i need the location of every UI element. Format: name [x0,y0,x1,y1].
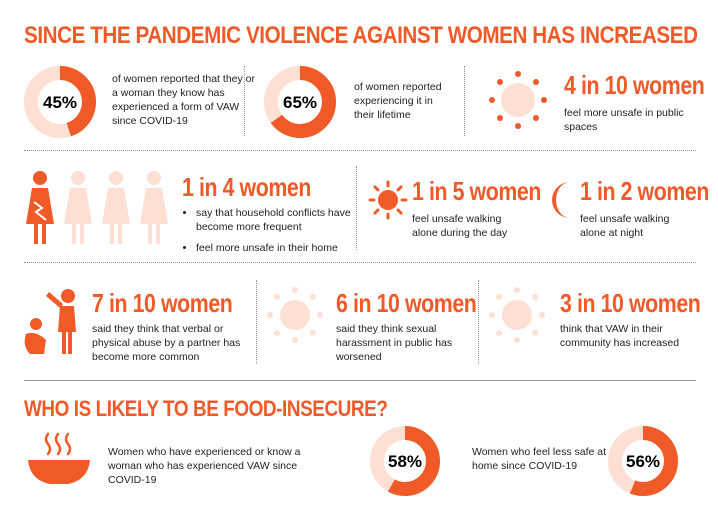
donut-56-label: 56% [626,452,660,471]
stat9-headline: 3 in 10 women [560,288,701,318]
bowl-icon [28,432,90,484]
page-title: SINCE THE PANDEMIC VIOLENCE AGAINST WOME… [24,22,698,49]
stat7-headline: 7 in 10 women [92,288,233,318]
divider [24,150,696,151]
donut-65-label: 65% [283,93,317,112]
divider [256,280,257,364]
bullet-item: feel more unsafe in their home [196,241,356,255]
divider [24,262,696,263]
stat6-headline: 1 in 2 women [580,176,709,206]
stat4-headline: 1 in 4 women [182,172,311,202]
food-title: WHO IS LIKELY TO BE FOOD-INSECURE? [24,396,388,421]
stat1-text: of women reported that they or a woman t… [112,73,255,127]
stat5-text: feel unsafe walking alone during the day [412,213,508,239]
divider [356,166,357,250]
stat3-headline: 4 in 10 women [564,70,705,100]
stat7-text: said they think that verbal or physical … [92,323,241,363]
food2-text: Women who feel less safe at home since C… [472,446,607,472]
bullet-item: say that household conflicts have become… [196,206,356,234]
stat8-headline: 6 in 10 women [336,288,477,318]
donut-58: 58% [370,426,440,496]
donut-45-label: 45% [43,93,77,112]
stat4-bullets: say that household conflicts have become… [184,206,356,262]
moon-icon [552,182,570,218]
donut-56: 56% [608,426,678,496]
stat8-text: said they think sexual harassment in pub… [336,323,453,363]
sun-light-icon [489,287,545,343]
sun-icon [368,180,408,220]
divider [478,280,479,364]
abuse-figures-icon [24,289,76,354]
divider [24,380,696,381]
stat6-text: feel unsafe walking alone at night [580,213,670,239]
women-figures-icon [26,171,168,244]
donut-45: 45% [24,66,96,138]
stat9-text: think that VAW in their community has in… [560,323,680,349]
sun-light-icon [489,71,547,129]
stat5-headline: 1 in 5 women [412,176,541,206]
donut-58-label: 58% [388,452,422,471]
divider [244,66,245,136]
donut-65: 65% [264,66,336,138]
sun-light-icon [267,287,323,343]
food1-text: Women who have experienced or know a wom… [108,446,301,486]
stat3-text: feel more unsafe in public spaces [564,107,684,133]
divider [464,66,465,136]
stat2-text: of women reported experiencing it in the… [354,81,442,121]
